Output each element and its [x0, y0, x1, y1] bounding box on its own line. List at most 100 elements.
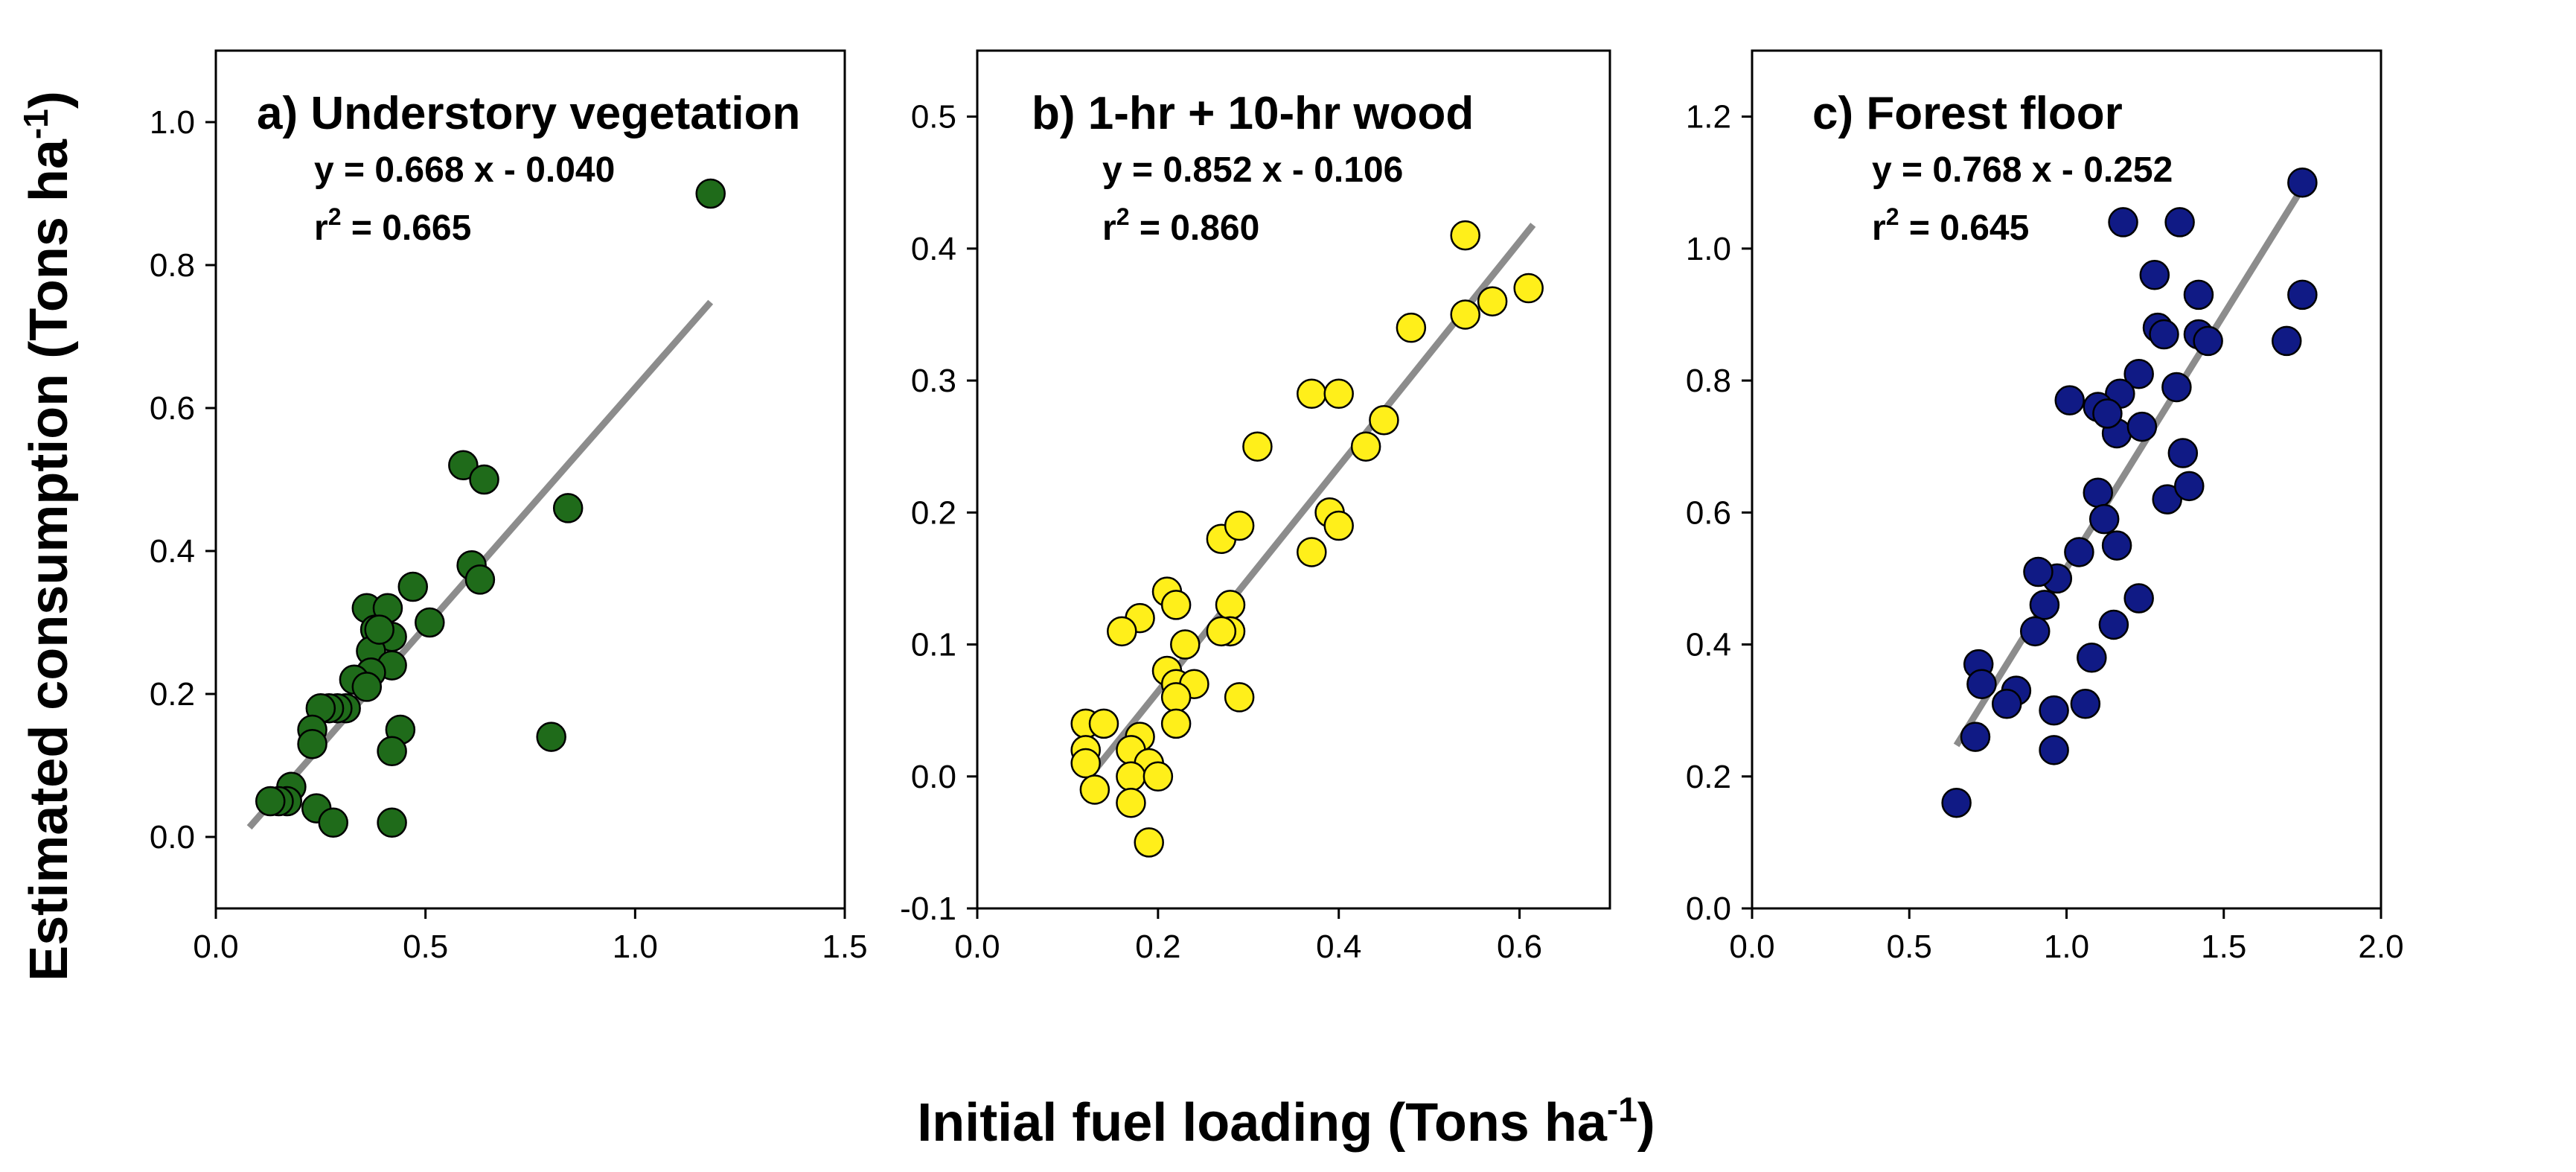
- panel-b-data-point: [1323, 378, 1354, 410]
- panel-a-r2: r2 = 0.665: [314, 203, 471, 248]
- y-axis-title-end: ): [19, 91, 79, 109]
- panel-c-data-point: [2083, 477, 2113, 508]
- panel-b-data-point: [1242, 431, 1273, 462]
- panel-a-data-point: [397, 571, 429, 602]
- panel-c-data-point: [2123, 583, 2154, 614]
- panel-b: 0.0 0.2 0.4 0.6-0.10.00.10.20.30.40.5 b) 1-…: [900, 49, 1611, 965]
- panel-c-data-point: [2272, 325, 2302, 357]
- panel-a-x-tick-label: 1.0: [613, 929, 658, 965]
- panel-b-data-point: [1297, 378, 1327, 410]
- panel-a-data-point: [469, 464, 499, 495]
- panel-c: 0.0 0.5 1.0 1.5 2.0 0.0 0.2 0.4 0.6 0.8 1.0 1.2 c) …: [1686, 49, 2404, 965]
- panel-a-x-tick-label: 0.5: [403, 929, 448, 965]
- panel-a-y-tick-label: 0.6: [150, 390, 195, 427]
- panel-c-r2: r2 = 0.645: [1872, 203, 2029, 248]
- panel-c-data-point: [2161, 372, 2192, 403]
- panel-c-data-point: [2193, 325, 2223, 357]
- panel-a-data-point: [318, 807, 348, 838]
- panel-a-data-point: [552, 493, 584, 523]
- panel-b-x-tick-label: 0.6: [1497, 929, 1542, 965]
- panel-b-data-point: [1297, 537, 1327, 567]
- panel-a-data-point: [255, 786, 286, 817]
- panel-a-y-tick-label: 1.0: [150, 104, 195, 141]
- panel-c-data-point: [2092, 398, 2123, 429]
- panel-b-y-tick-label: 0.5: [911, 99, 956, 136]
- panel-c-data-point: [2029, 590, 2060, 620]
- x-axis-title-sup: -1: [1607, 1090, 1637, 1129]
- panel-a-data-point: [695, 178, 726, 209]
- panel-a-data-point: [536, 722, 566, 752]
- panel-c-r2-value: = 0.645: [1899, 208, 2029, 248]
- x-axis-title-main: Initial fuel loading (Tons ha: [917, 1093, 1608, 1153]
- panel-b-data-point: [1160, 708, 1192, 739]
- panel-b-data-point: [1107, 616, 1137, 647]
- panel-b-x-tick-label: 0.0: [954, 929, 1000, 965]
- panel-b-plot: 0.0 0.2 0.4 0.6-0.10.00.10.20.30.40.5: [900, 49, 1611, 965]
- panel-c-data-point: [1941, 787, 1972, 818]
- panel-a-y-tick-label: 0.4: [150, 533, 195, 570]
- panel-c-equation: y = 0.768 x - 0.252: [1872, 150, 2173, 190]
- panel-a-data-point: [464, 564, 496, 595]
- panel-c-y-tick-label: 0.8: [1686, 363, 1731, 399]
- panel-c-data-point: [2126, 411, 2158, 442]
- panel-b-y-tick-label: 0.2: [911, 494, 956, 531]
- panel-c-data-point: [1991, 689, 2022, 719]
- panel-b-data-point: [1206, 616, 1237, 647]
- panel-b-r2-sup: 2: [1116, 203, 1130, 230]
- panel-c-y-tick-label: 0.2: [1686, 759, 1731, 795]
- panel-c-data-point: [2183, 279, 2214, 310]
- panel-c-data-point: [2064, 537, 2094, 567]
- x-axis-title-end: ): [1637, 1093, 1655, 1153]
- panel-c-data-point: [2152, 484, 2182, 515]
- panel-b-data-point: [1323, 510, 1354, 541]
- panel-c-data-point: [2101, 530, 2132, 561]
- panel-a-y-tick-label: 0.0: [150, 819, 195, 856]
- panel-b-data-point: [1116, 787, 1146, 818]
- panel-a-title: a) Understory vegetation: [257, 88, 800, 139]
- panel-a-data-point: [351, 672, 383, 702]
- panel-b-frame: [976, 49, 1611, 910]
- panel-c-plot: 0.0 0.5 1.0 1.5 2.0 0.0 0.2 0.4 0.6 0.8 1.0 1.2: [1686, 49, 2404, 965]
- panel-c-data-point: [2167, 438, 2199, 468]
- panel-c-data-point: [2108, 207, 2138, 238]
- panel-b-data-point: [1224, 682, 1255, 713]
- panel-c-data-point: [2023, 556, 2054, 587]
- panel-b-x-tick-label: 0.4: [1316, 929, 1361, 965]
- panel-c-y-tick-label: 1.0: [1686, 231, 1731, 267]
- panel-c-data-point: [2039, 735, 2069, 765]
- panel-a-y-tick-label: 0.8: [150, 247, 195, 284]
- y-axis-title: Estimated consumption (Tons ha-1): [16, 91, 79, 981]
- panel-b-data-point: [1224, 510, 1255, 541]
- panel-b-data-point: [1513, 273, 1544, 304]
- panel-c-x-tick-label: 0.5: [1887, 929, 1932, 965]
- panel-c-data-point: [2054, 385, 2085, 415]
- panel-c-data-point: [2098, 609, 2129, 640]
- panel-b-data-point: [1160, 590, 1192, 620]
- panel-b-data-point: [1450, 220, 1480, 251]
- panel-c-y-tick-label: 0.4: [1686, 627, 1731, 663]
- panel-c-data-point: [2287, 167, 2318, 198]
- panel-c-data-point: [2174, 471, 2205, 502]
- panel-a-data-point: [364, 614, 394, 645]
- panel-b-data-point: [1215, 590, 1246, 620]
- panel-c-title: c) Forest floor: [1812, 88, 2123, 139]
- panel-c-x-tick-label: 1.0: [2044, 929, 2089, 965]
- panel-c-data-point: [2123, 358, 2154, 389]
- panel-c-x-tick-label: 0.0: [1729, 929, 1774, 965]
- panel-c-data-point: [1966, 669, 1997, 699]
- panel-c-r2-sup: 2: [1886, 203, 1899, 230]
- panel-c-data-point: [2077, 643, 2107, 673]
- panel-a-x-tick-label: 1.5: [822, 929, 867, 965]
- panel-b-y-tick-label: -0.1: [900, 891, 956, 927]
- panel-b-data-point: [1350, 431, 1381, 462]
- panel-b-equation: y = 0.852 x - 0.106: [1102, 150, 1403, 190]
- panel-c-data-point: [2164, 207, 2195, 238]
- panel-c-r2-label: r: [1872, 208, 1886, 248]
- panel-a-data-point: [377, 736, 407, 767]
- panel-c-data-point: [2139, 260, 2170, 290]
- panel-b-x-tick-label: 0.2: [1135, 929, 1180, 965]
- panel-c-data-point: [1960, 722, 1991, 752]
- panel-a-y-tick-label: 0.2: [150, 676, 195, 713]
- panel-b-y-tick-label: 0.4: [911, 231, 956, 267]
- panel-a-x-tick-label: 0.0: [193, 929, 238, 965]
